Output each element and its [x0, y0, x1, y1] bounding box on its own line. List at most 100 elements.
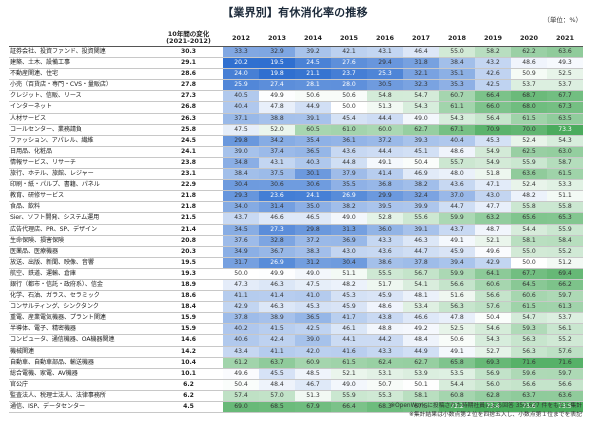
rate-cell: 56.6: [439, 279, 475, 292]
rate-cell: 59.3: [511, 323, 547, 336]
rate-cell: 67.3: [547, 101, 583, 114]
rate-cell: 63.6: [547, 46, 583, 59]
industry-name: 医薬品、医療機器: [9, 246, 154, 258]
rate-cell: 71.6: [547, 357, 583, 369]
rate-cell: 63.6: [547, 390, 583, 403]
rate-cell: 26.9: [331, 190, 367, 203]
rate-cell: 39.1: [403, 224, 439, 236]
rate-cell: 55.9: [511, 157, 547, 170]
change-value: 10.4: [154, 357, 223, 369]
rate-cell: 25.3: [367, 68, 403, 81]
rate-cell: 62.5: [511, 146, 547, 158]
rate-cell: 39.0: [223, 146, 259, 158]
rate-cell: 37.0: [439, 190, 475, 203]
rate-cell: 42.4: [259, 334, 295, 347]
rate-cell: 54.1: [403, 279, 439, 292]
rate-cell: 43.4: [223, 346, 259, 358]
rate-cell: 46.3: [403, 235, 439, 247]
rate-cell: 37.2: [367, 135, 403, 147]
rate-cell: 31.8: [403, 57, 439, 70]
rate-cell: 51.6: [439, 290, 475, 303]
rate-cell: 62.2: [511, 46, 547, 59]
rate-cell: 51.7: [367, 279, 403, 292]
table-row: 情報サービス、リサーチ 23.8 34.8 43.1 40.3 44.8 49.1 50.4 5…: [9, 157, 583, 170]
year-header: 2016: [367, 30, 403, 47]
rate-cell: 54.8: [367, 90, 403, 103]
change-value: 14.6: [154, 334, 223, 347]
table-row: コールセンター、業務請負 25.8 47.5 52.0 60.5 61.0 60.0 62.7…: [9, 124, 583, 136]
rate-cell: 57.6: [475, 301, 511, 314]
rate-cell: 54.3: [403, 101, 439, 114]
change-value: 18.6: [154, 290, 223, 303]
rate-cell: 51.3: [367, 101, 403, 114]
rate-cell: 48.8: [367, 323, 403, 336]
rate-cell: 29.4: [367, 57, 403, 70]
industry-name: コンサルティング、シンクタンク: [9, 301, 154, 314]
rate-cell: 72.2: [439, 401, 475, 414]
table-row: ファッション、アパレル、繊維 24.5 29.8 34.2 35.4 36.1 37.2 39…: [9, 135, 583, 147]
rate-cell: 48.0: [439, 168, 475, 181]
industry-name: 食品、飲料: [9, 201, 154, 214]
rate-cell: 38.9: [259, 312, 295, 325]
rate-cell: 49.3: [547, 57, 583, 70]
rate-cell: 65.6: [511, 212, 547, 225]
rate-cell: 50.4: [223, 379, 259, 391]
rate-cell: 40.4: [223, 101, 259, 114]
rate-cell: 34.5: [223, 224, 259, 236]
change-value: 29.1: [154, 57, 223, 70]
rate-cell: 46.4: [403, 46, 439, 59]
rate-cell: 35.0: [295, 201, 331, 214]
rate-cell: 44.2: [367, 334, 403, 347]
rate-cell: 54.9: [475, 146, 511, 158]
rate-cell: 39.9: [403, 201, 439, 214]
change-value: 4.5: [154, 401, 223, 414]
industry-name: 旅行、ホテル、旅館、レジャー: [9, 168, 154, 181]
industry-name: 小売（百貨店・専門・CVS・量販店）: [9, 79, 154, 92]
rate-cell: 48.4: [259, 379, 295, 391]
rate-cell: 41.6: [331, 346, 367, 358]
change-value: 27.3: [154, 90, 223, 103]
industry-name: Sier、ソフト開発、システム運用: [9, 212, 154, 225]
table-row: 放送、出版、新聞、映像、音響 19.5 31.7 26.9 31.2 30.4 38.6 37…: [9, 257, 583, 269]
rate-cell: 35.5: [331, 179, 367, 192]
rate-cell: 48.5: [295, 368, 331, 380]
rate-cell: 63.2: [475, 212, 511, 225]
rate-cell: 49.6: [475, 246, 511, 258]
rate-cell: 35.1: [439, 68, 475, 81]
rate-cell: 59.6: [511, 368, 547, 380]
table-row: 航空、鉄道、運輸、倉庫 19.3 50.0 49.9 49.0 51.1 55.5 56.7 5…: [9, 268, 583, 280]
year-header: 2020: [511, 30, 547, 47]
rate-cell: 73.4: [475, 401, 511, 414]
table-row: 通信、ISP、データセンター 4.5 69.0 68.5 67.9 66.4 68.3 67.…: [9, 401, 583, 414]
rate-cell: 31.3: [331, 224, 367, 236]
rate-cell: 54.3: [475, 334, 511, 347]
rate-cell: 62.7: [403, 124, 439, 136]
rate-cell: 70.9: [475, 124, 511, 136]
change-header: 10年間の変化 (2021-2012): [154, 30, 223, 47]
rate-cell: 30.6: [259, 179, 295, 192]
rate-cell: 37.5: [259, 168, 295, 181]
rate-cell: 43.7: [439, 224, 475, 236]
rate-cell: 59.9: [439, 268, 475, 280]
rate-cell: 63.0: [547, 146, 583, 158]
rate-cell: 45.4: [331, 113, 367, 125]
industry-name: 半導体、電子、精密機器: [9, 323, 154, 336]
rate-cell: 23.6: [259, 190, 295, 203]
rate-cell: 55.2: [547, 334, 583, 347]
rate-cell: 35.3: [439, 79, 475, 92]
rate-cell: 56.0: [475, 379, 511, 391]
rate-cell: 70.0: [511, 124, 547, 136]
rate-cell: 40.4: [439, 135, 475, 147]
industry-name: クレジット、信販、リース: [9, 90, 154, 103]
rate-cell: 40.2: [223, 323, 259, 336]
change-value: 18.9: [154, 279, 223, 292]
industry-name: 化学、石油、ガラス、セラミック: [9, 290, 154, 303]
rate-cell: 56.3: [511, 346, 547, 358]
rate-cell: 45.5: [259, 368, 295, 380]
rate-cell: 66.2: [547, 279, 583, 292]
rate-cell: 46.3: [259, 301, 295, 314]
rate-cell: 67.7: [547, 90, 583, 103]
industry-name: 広告代理店、PR、SP、デザイン: [9, 224, 154, 236]
rate-cell: 53.9: [403, 368, 439, 380]
table-row: クレジット、信販、リース 27.3 40.5 49.9 50.6 50.6 54.8 54.7…: [9, 90, 583, 103]
